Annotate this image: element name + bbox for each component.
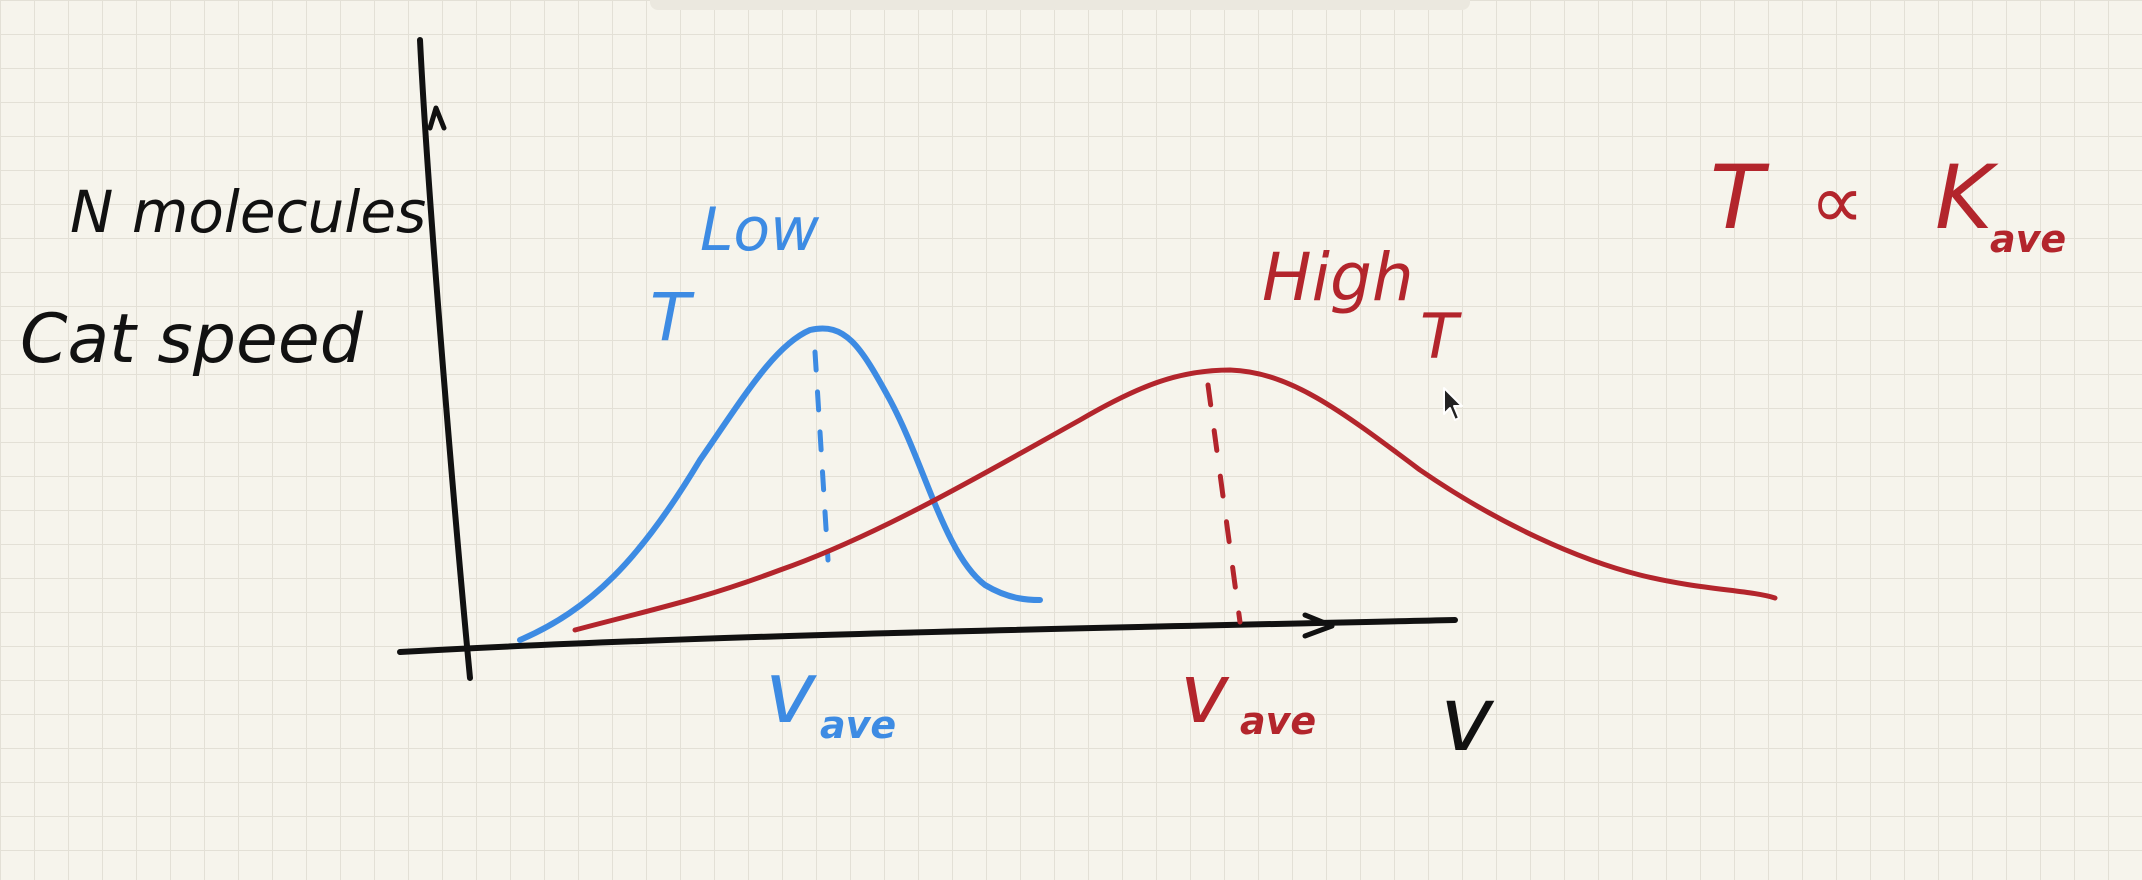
low-temperature-peak-line bbox=[812, 349, 831, 563]
high-t-label: T bbox=[1420, 300, 1462, 373]
x-axis-arrow bbox=[1302, 612, 1335, 639]
y-axis bbox=[417, 37, 473, 681]
v-ave-high-label: v ave bbox=[1180, 647, 1316, 743]
y-axis-label-line2: Cat speed bbox=[20, 300, 364, 379]
svg-text:v: v bbox=[765, 643, 817, 743]
low-t-label: T bbox=[650, 279, 695, 356]
high-label: High bbox=[1262, 239, 1414, 316]
relation-label: T ∝ K ave bbox=[1710, 146, 2066, 261]
svg-text:K: K bbox=[1935, 146, 1999, 249]
x-axis-label: v bbox=[1440, 667, 1495, 772]
y-axis-arrow bbox=[427, 105, 447, 131]
svg-text:ave: ave bbox=[1990, 217, 2066, 261]
high-temperature-curve bbox=[572, 367, 1778, 633]
y-axis-label-line1: N molecules bbox=[70, 178, 426, 246]
svg-text:ave: ave bbox=[820, 703, 896, 747]
v-ave-low-label: v ave bbox=[765, 643, 896, 747]
high-temperature-peak-line bbox=[1205, 382, 1243, 625]
window-top-bar bbox=[650, 0, 1470, 10]
mouse-cursor-icon bbox=[1443, 387, 1463, 421]
svg-text:v: v bbox=[1180, 647, 1230, 742]
low-label: Low bbox=[700, 195, 820, 265]
x-axis bbox=[397, 617, 1458, 655]
svg-text:T: T bbox=[1710, 146, 1770, 249]
low-temperature-curve bbox=[517, 325, 1043, 643]
svg-text:ave: ave bbox=[1240, 699, 1316, 743]
svg-text:∝: ∝ bbox=[1810, 157, 1864, 246]
